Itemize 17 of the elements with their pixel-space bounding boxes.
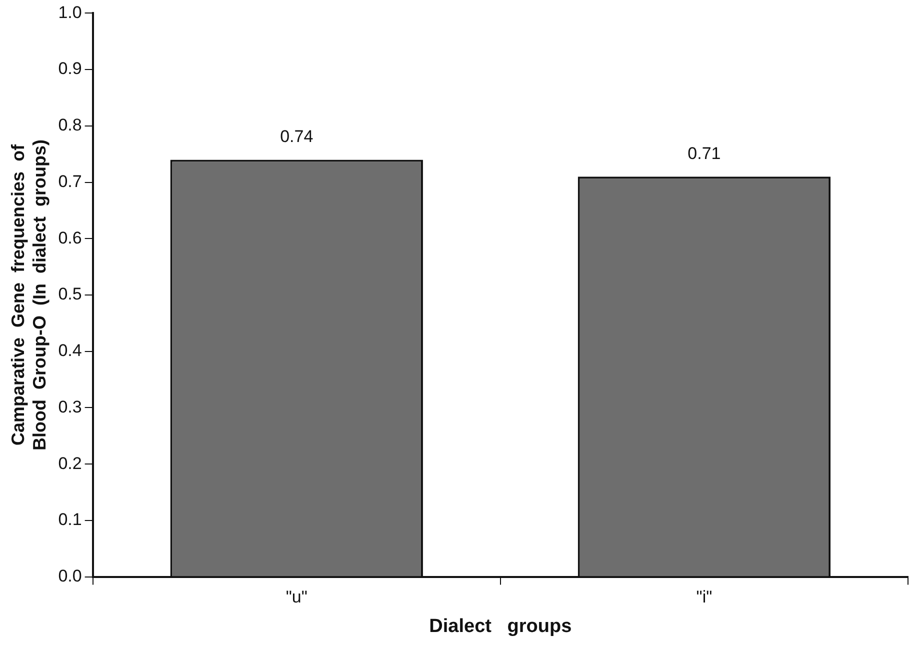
y-tick-label: 0.2 bbox=[58, 454, 82, 473]
y-tick-label: 0.7 bbox=[58, 172, 82, 191]
x-axis-title: Dialect groups bbox=[429, 616, 572, 637]
y-axis-title: Camparative Gene frequencies of Blood Group-O (In dialect groups) bbox=[8, 140, 50, 450]
y-tick-label: 0.9 bbox=[58, 59, 82, 78]
y-tick-label: 0.0 bbox=[58, 566, 82, 586]
y-tick-label: 0.8 bbox=[58, 116, 82, 135]
y-tick-label: 1.0 bbox=[58, 2, 82, 22]
data-label: 0.74 bbox=[280, 126, 314, 146]
y-tick-label: 0.1 bbox=[58, 510, 82, 530]
y-tick-label: 0.5 bbox=[58, 284, 82, 304]
x-tick-label: "u" bbox=[286, 588, 308, 607]
y-tick-label: 0.3 bbox=[58, 397, 82, 416]
y-tick-label: 0.6 bbox=[58, 228, 82, 248]
x-tick-label: "i" bbox=[696, 588, 712, 607]
data-label: 0.71 bbox=[688, 144, 721, 163]
y-tick-label: 0.4 bbox=[58, 341, 82, 360]
